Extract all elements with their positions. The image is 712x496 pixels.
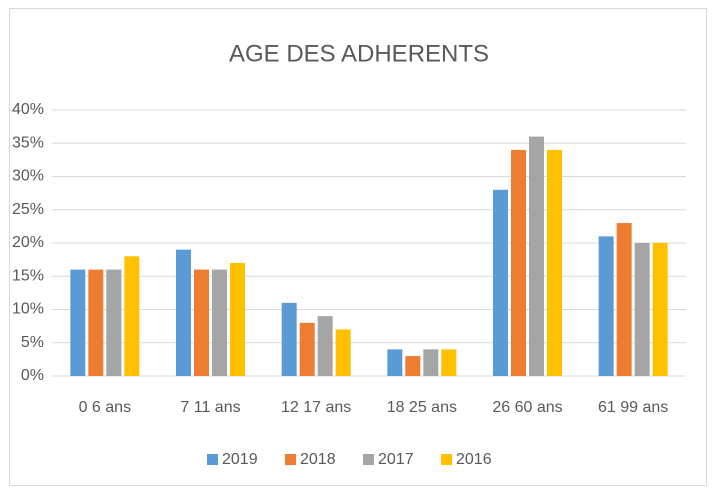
bar	[387, 349, 403, 376]
x-tick-label: 18 25 ans	[387, 399, 457, 416]
bar	[70, 269, 86, 376]
bar	[299, 322, 315, 376]
x-tick-label: 26 60 ans	[492, 399, 562, 416]
x-tick-label: 12 17 ans	[281, 399, 351, 416]
y-tick-label: 40%	[12, 101, 44, 118]
legend-label: 2019	[222, 451, 258, 468]
bar	[652, 243, 668, 376]
bar	[616, 223, 632, 376]
x-tick-label: 0 6 ans	[79, 399, 131, 416]
legend-label: 2017	[378, 451, 414, 468]
y-tick-label: 35%	[12, 134, 44, 151]
bar	[230, 262, 245, 376]
bar	[547, 149, 562, 376]
y-tick-label: 25%	[12, 201, 44, 218]
legend-label: 2016	[456, 451, 492, 468]
chart-title: AGE DES ADHERENTS	[229, 40, 489, 67]
y-tick-label: 0%	[21, 367, 44, 384]
bar	[335, 329, 351, 376]
legend-swatch	[363, 454, 374, 465]
legend-label: 2018	[300, 451, 336, 468]
bar	[634, 243, 650, 376]
bar	[106, 269, 122, 376]
bar	[423, 349, 439, 376]
legend-swatch	[207, 454, 218, 465]
bar	[212, 269, 227, 376]
x-tick-label: 7 11 ans	[180, 399, 240, 416]
bar	[529, 136, 544, 376]
bar	[194, 269, 209, 376]
bar	[511, 149, 526, 376]
legend-swatch	[441, 454, 452, 465]
bar	[405, 356, 421, 376]
bar	[441, 349, 457, 376]
y-tick-label: 30%	[12, 168, 44, 185]
bar	[317, 316, 333, 376]
bar	[88, 269, 104, 376]
bar	[281, 302, 297, 376]
x-tick-label: 61 99 ans	[598, 399, 668, 416]
y-tick-label: 10%	[12, 301, 44, 318]
bar	[493, 189, 508, 376]
bar	[598, 236, 614, 376]
chart-border	[9, 8, 707, 486]
bar	[124, 256, 140, 376]
y-tick-label: 5%	[21, 334, 44, 351]
y-tick-label: 20%	[12, 234, 44, 251]
bar	[176, 249, 191, 376]
y-tick-label: 15%	[12, 267, 44, 284]
legend-swatch	[285, 454, 296, 465]
